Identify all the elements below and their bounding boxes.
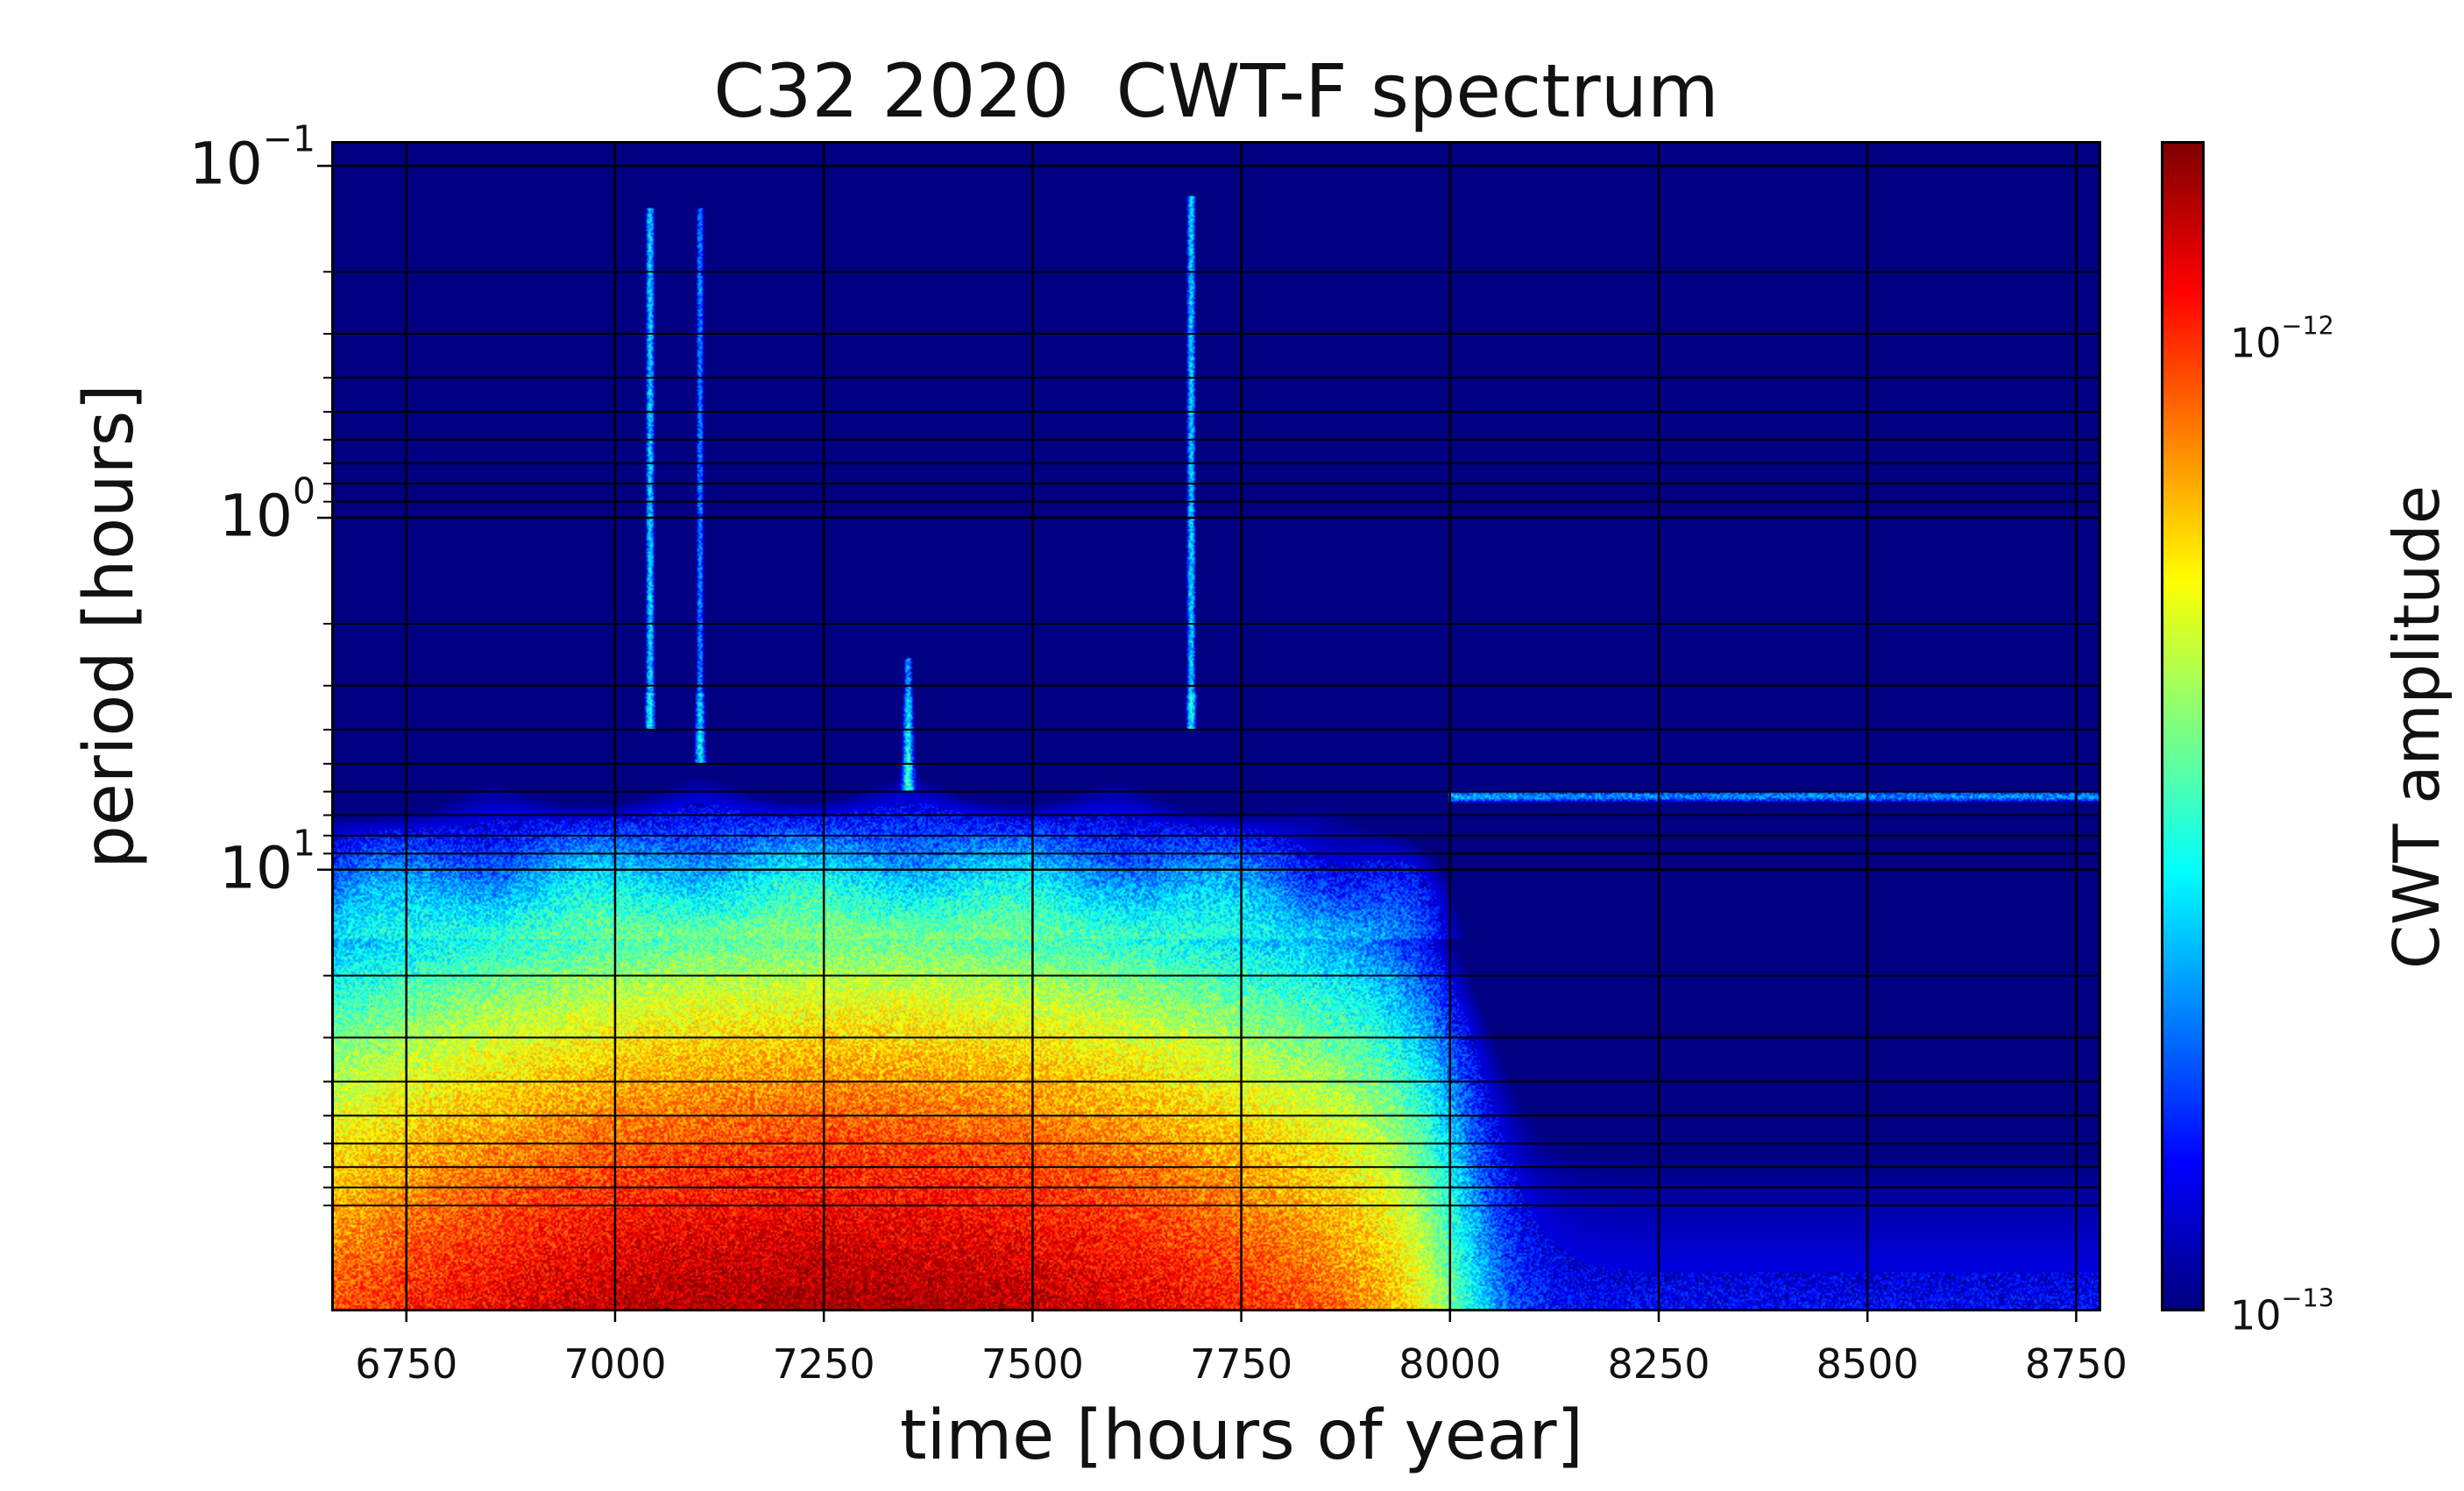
x-tick-label: 7250 [772,1340,875,1388]
x-tick-label: 8000 [1398,1340,1502,1388]
colorbar-tick-label: 10−12 [2230,312,2334,367]
plot-overlay [317,141,2101,1322]
x-tick-label: 8250 [1607,1340,1710,1388]
y-tick-label: 100 [218,470,315,550]
x-axis-label: time [hours of year] [900,1396,1583,1475]
colorbar-label: CWT amplitude [2380,484,2453,970]
chart-title: C32 2020 CWT-F spectrum [713,48,1719,134]
x-tick-label: 7750 [1190,1340,1293,1388]
x-tick-label: 7500 [981,1340,1084,1388]
x-tick-label: 7000 [563,1340,667,1388]
x-tick-label: 8500 [1816,1340,1919,1388]
x-tick-label: 6750 [355,1340,458,1388]
y-tick-label: 10−1 [188,117,315,198]
x-tick-label: 8750 [2024,1340,2128,1388]
colorbar [2161,141,2205,1311]
y-tick-label: 101 [218,822,315,902]
colorbar-tick-label: 10−13 [2230,1283,2334,1339]
y-axis-label: period [hours] [70,384,149,869]
cwt-heatmap [334,144,2099,1309]
